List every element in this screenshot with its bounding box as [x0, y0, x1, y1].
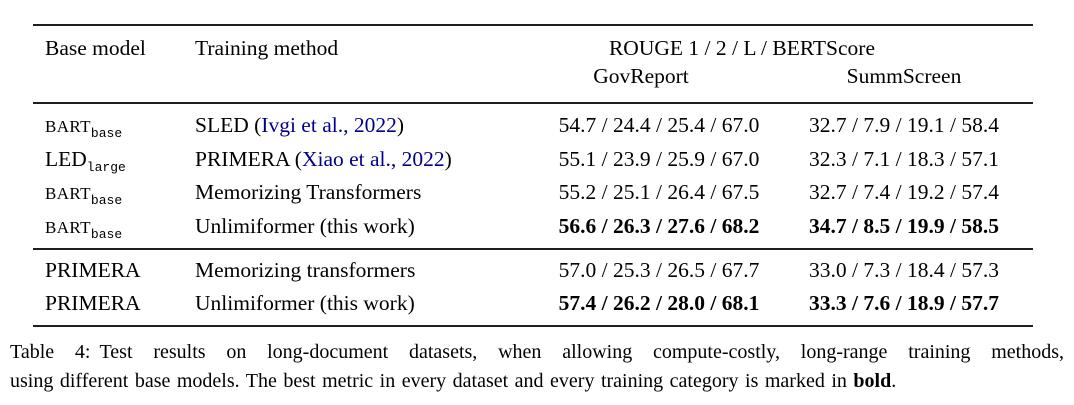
training-method-cell: PRIMERA (Xiao et al., 2022) — [195, 143, 543, 176]
caption-line-2: using different base models. The best me… — [10, 367, 1064, 396]
base-model-name: BART — [45, 184, 91, 204]
summscreen-scores: 32.7 / 7.4 / 19.2 / 57.4 — [809, 180, 999, 205]
caption-text-2: using different base models. The best me… — [10, 369, 854, 392]
summscreen-scores: 32.7 / 7.9 / 19.1 / 58.4 — [809, 113, 999, 138]
training-method-cell: SLED (Ivgi et al., 2022) — [195, 109, 543, 143]
training-method-text: Unlimiformer (this work) — [195, 214, 415, 239]
header-base-model: Base model — [45, 36, 146, 61]
citation-link[interactable]: Ivgi et al., 2022 — [261, 113, 397, 138]
header-training-method: Training method — [195, 36, 339, 61]
header-govreport: GovReport — [593, 64, 689, 89]
base-model-subscript: base — [90, 193, 123, 209]
govreport-scores: 55.1 / 23.9 / 25.9 / 67.0 — [558, 147, 760, 172]
base-model-name: PRIMERA — [45, 290, 141, 315]
summscreen-scores: 33.3 / 7.6 / 18.9 / 57.7 — [809, 290, 999, 315]
table-section-2: PRIMERA Memorizing transformers 57.0 / 2… — [33, 250, 1033, 325]
base-model-name: LED — [45, 147, 87, 172]
caption-line-1: Table 4: Test results on long-document da… — [10, 338, 1064, 367]
training-method-cell: Unlimiformer (this work) — [195, 210, 543, 244]
caption-suffix: . — [891, 369, 897, 392]
summscreen-scores: 34.7 / 8.5 / 19.9 / 58.5 — [809, 214, 999, 239]
base-model-subscript: large — [86, 160, 126, 176]
table-section-1: BARTbase SLED (Ivgi et al., 2022) 54.7 /… — [33, 104, 1033, 248]
training-method-cell: Memorizing Transformers — [195, 176, 543, 210]
table-top-rule — [33, 24, 1033, 27]
training-method-text-end: ) — [444, 147, 452, 172]
base-model-name: PRIMERA — [45, 257, 141, 282]
base-model-cell: BARTbase — [33, 109, 195, 143]
table-bottom-rule — [33, 324, 1033, 328]
base-model-cell: PRIMERA — [33, 254, 195, 287]
training-method-cell: Unlimiformer (this work) — [195, 287, 543, 320]
table-caption: Table 4: Test results on long-document da… — [10, 338, 1064, 395]
training-method-text: Memorizing Transformers — [195, 180, 422, 205]
header-summscreen: SummScreen — [846, 64, 962, 89]
govreport-scores: 54.7 / 24.4 / 25.4 / 67.0 — [558, 113, 760, 138]
summscreen-scores: 33.0 / 7.3 / 18.4 / 57.3 — [809, 257, 999, 282]
summscreen-scores: 32.3 / 7.1 / 18.3 / 57.1 — [809, 147, 999, 172]
header-metrics-group: ROUGE 1 / 2 / L / BERTScore — [608, 36, 876, 61]
results-table: Base model Training method ROUGE 1 / 2 /… — [33, 24, 1033, 328]
training-method-cell: Memorizing transformers — [195, 254, 543, 287]
table-mid-rule-1 — [33, 102, 1033, 105]
base-model-subscript: base — [90, 227, 123, 243]
training-method-text: PRIMERA ( — [195, 147, 302, 172]
caption-text-1: Test results on long-document datasets, … — [99, 341, 1064, 363]
govreport-scores: 55.2 / 25.1 / 26.4 / 67.5 — [558, 180, 760, 205]
base-model-cell: LEDlarge — [33, 143, 195, 176]
training-method-text-end: ) — [396, 113, 405, 138]
base-model-cell: BARTbase — [33, 210, 195, 244]
base-model-cell: PRIMERA — [33, 287, 195, 320]
govreport-scores: 56.6 / 26.3 / 27.6 / 68.2 — [558, 214, 760, 239]
base-model-name: BART — [45, 117, 91, 137]
base-model-name: BART — [45, 218, 91, 238]
citation-link[interactable]: Xiao et al., 2022 — [301, 147, 445, 172]
base-model-cell: BARTbase — [33, 176, 195, 210]
training-method-text: Memorizing transformers — [195, 257, 416, 282]
base-model-subscript: base — [90, 126, 123, 142]
govreport-scores: 57.4 / 26.2 / 28.0 / 68.1 — [558, 290, 760, 315]
caption-bold-word: bold — [853, 369, 892, 392]
table-header: Base model Training method ROUGE 1 / 2 /… — [33, 26, 1033, 102]
table-mid-rule-2 — [33, 248, 1033, 250]
caption-label: Table 4: — [10, 341, 91, 363]
training-method-text: SLED ( — [195, 113, 262, 138]
training-method-text: Unlimiformer (this work) — [195, 290, 415, 315]
govreport-scores: 57.0 / 25.3 / 26.5 / 67.7 — [558, 257, 760, 282]
